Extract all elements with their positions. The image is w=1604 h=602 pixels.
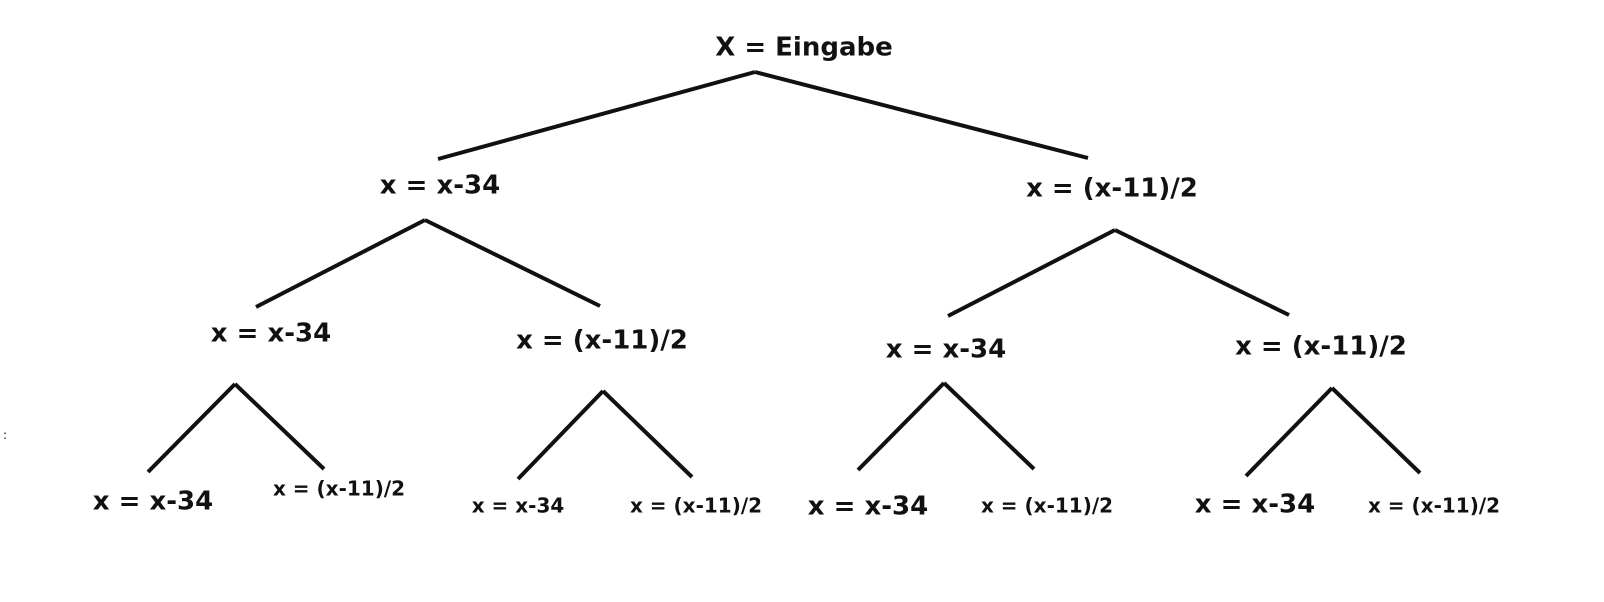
level2-node-label: x = x-34 <box>886 335 1006 365</box>
level2-node-label: x = (x-11)/2 <box>516 326 688 356</box>
edge-l2d-right <box>1330 386 1422 475</box>
edge-l2a-right <box>233 382 326 471</box>
level1-node-label: x = (x-11)/2 <box>1026 174 1198 204</box>
edge-l1b-left <box>947 228 1116 318</box>
level3-node-label: x = (x-11)/2 <box>273 477 405 501</box>
level3-node-label: x = x-34 <box>472 494 565 518</box>
edge-l2d-left <box>1244 386 1334 478</box>
stray-mark: : <box>3 428 8 442</box>
edge-l2c-right <box>942 381 1036 471</box>
level1-node-label: x = x-34 <box>380 171 500 201</box>
edge-root-right <box>754 70 1089 160</box>
edge-l1a-right <box>424 218 601 308</box>
edge-l2a-left <box>146 382 237 474</box>
level2-node-label: x = (x-11)/2 <box>1235 332 1407 362</box>
root-node-label: X = Eingabe <box>715 33 893 63</box>
level3-node-label: x = x-34 <box>93 487 213 517</box>
level3-node-label: x = x-34 <box>1195 490 1315 520</box>
edge-l2c-left <box>856 381 946 472</box>
level3-node-label: x = x-34 <box>808 492 928 522</box>
level3-node-label: x = (x-11)/2 <box>630 494 762 518</box>
level3-node-label: x = (x-11)/2 <box>1368 494 1500 518</box>
edge-l1a-left <box>255 218 426 309</box>
edge-l2b-right <box>601 389 694 479</box>
level2-node-label: x = x-34 <box>211 319 331 349</box>
edge-l1b-right <box>1114 228 1290 317</box>
edge-l2b-left <box>516 389 605 481</box>
edge-root-left <box>437 70 756 161</box>
level3-node-label: x = (x-11)/2 <box>981 494 1113 518</box>
